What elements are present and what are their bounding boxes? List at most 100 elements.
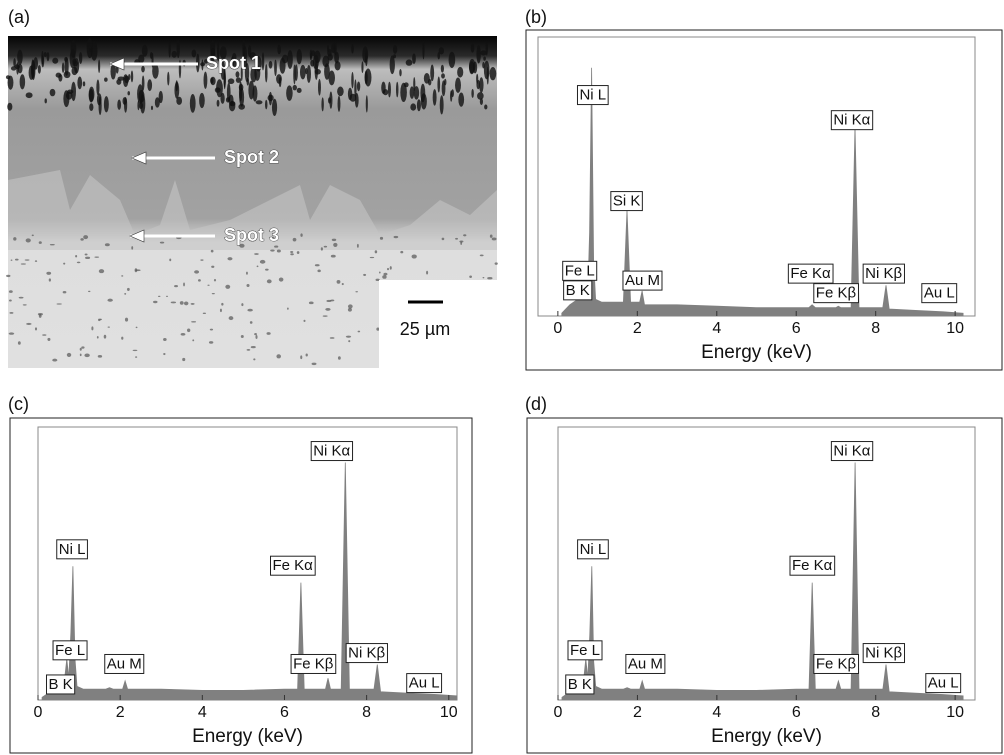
speck [321,97,323,111]
speck [246,272,248,275]
speck [104,96,109,112]
speck [9,332,14,334]
speck [35,327,37,330]
speck [267,279,272,283]
speck [15,259,19,261]
speck [455,77,461,92]
speck [23,304,27,305]
speck [80,238,83,241]
speck [482,62,485,69]
speck [477,92,484,100]
speck [7,103,12,111]
speck [226,97,230,102]
speck [442,238,445,241]
speck [57,303,62,304]
speck [63,291,67,293]
speck [274,60,277,76]
speck [335,61,341,70]
plot-area [38,427,457,700]
speck [152,53,154,68]
speck [228,78,235,84]
speck [50,89,56,96]
speck [362,46,368,62]
speck [490,235,493,238]
speck [381,82,385,94]
speck [480,50,486,55]
frame [10,418,472,753]
speck [32,235,34,237]
speck [52,58,58,64]
speck [317,269,320,272]
speck [85,254,88,256]
peak-label: Ni Kα [833,443,870,460]
speck [42,334,46,336]
speck [441,73,445,78]
speck [318,79,321,96]
speck [118,76,125,80]
speck [131,70,133,82]
speck [18,341,21,345]
speck [158,296,161,297]
speck [230,101,235,106]
speck [198,279,201,282]
speck [227,257,232,260]
speck [241,335,244,338]
x-tick-label: 4 [712,704,721,721]
x-tick-label: 0 [553,320,562,337]
speck [430,65,434,82]
speck [269,92,272,105]
speck [225,285,230,289]
sem-image-panel: (a) Spot 1 Spot 2 Spot 3 25 µm [6,7,498,368]
speck [451,89,454,97]
peak-label: Au M [625,272,660,289]
speck [167,72,169,86]
peak-label: Ni Kα [833,112,870,129]
speck [455,238,458,240]
speck [46,272,51,275]
peak-label: Au L [924,285,955,302]
speck [104,77,108,81]
speck [62,62,65,73]
speck [469,275,472,277]
speck [400,251,403,254]
speck [262,52,265,70]
speck [177,40,180,58]
speck [338,356,341,360]
x-tick-label: 8 [362,704,371,721]
speck [328,97,331,103]
speck [297,88,302,93]
peak-label: Fe L [565,262,595,279]
speck [52,359,57,362]
speck [276,74,282,84]
peak-label: Ni L [580,541,607,558]
peak-label: Au L [409,675,440,692]
speck [255,335,257,339]
speck [480,254,484,256]
speck [300,355,302,359]
speck [463,234,466,236]
speck [337,280,341,284]
panel-label: (b) [525,7,547,27]
speck [297,251,300,254]
spot-label: Spot 3 [224,225,279,245]
speck [16,62,19,74]
speck [241,303,243,306]
spectrum [562,463,963,701]
x-tick-label: 2 [633,320,642,337]
speck [212,293,215,294]
speck [77,76,82,89]
speck [211,266,214,268]
peak-label: Fe L [55,642,85,659]
speck [440,95,444,114]
speck [35,260,37,262]
speck [99,269,104,273]
peak-label: Ni L [59,541,86,558]
speck [105,243,110,246]
speck [124,97,127,113]
speck [282,55,288,64]
speck [217,100,220,107]
speck [159,91,163,103]
speck [139,102,143,109]
speck [47,338,50,341]
peak-label: Ni Kβ [865,265,902,282]
